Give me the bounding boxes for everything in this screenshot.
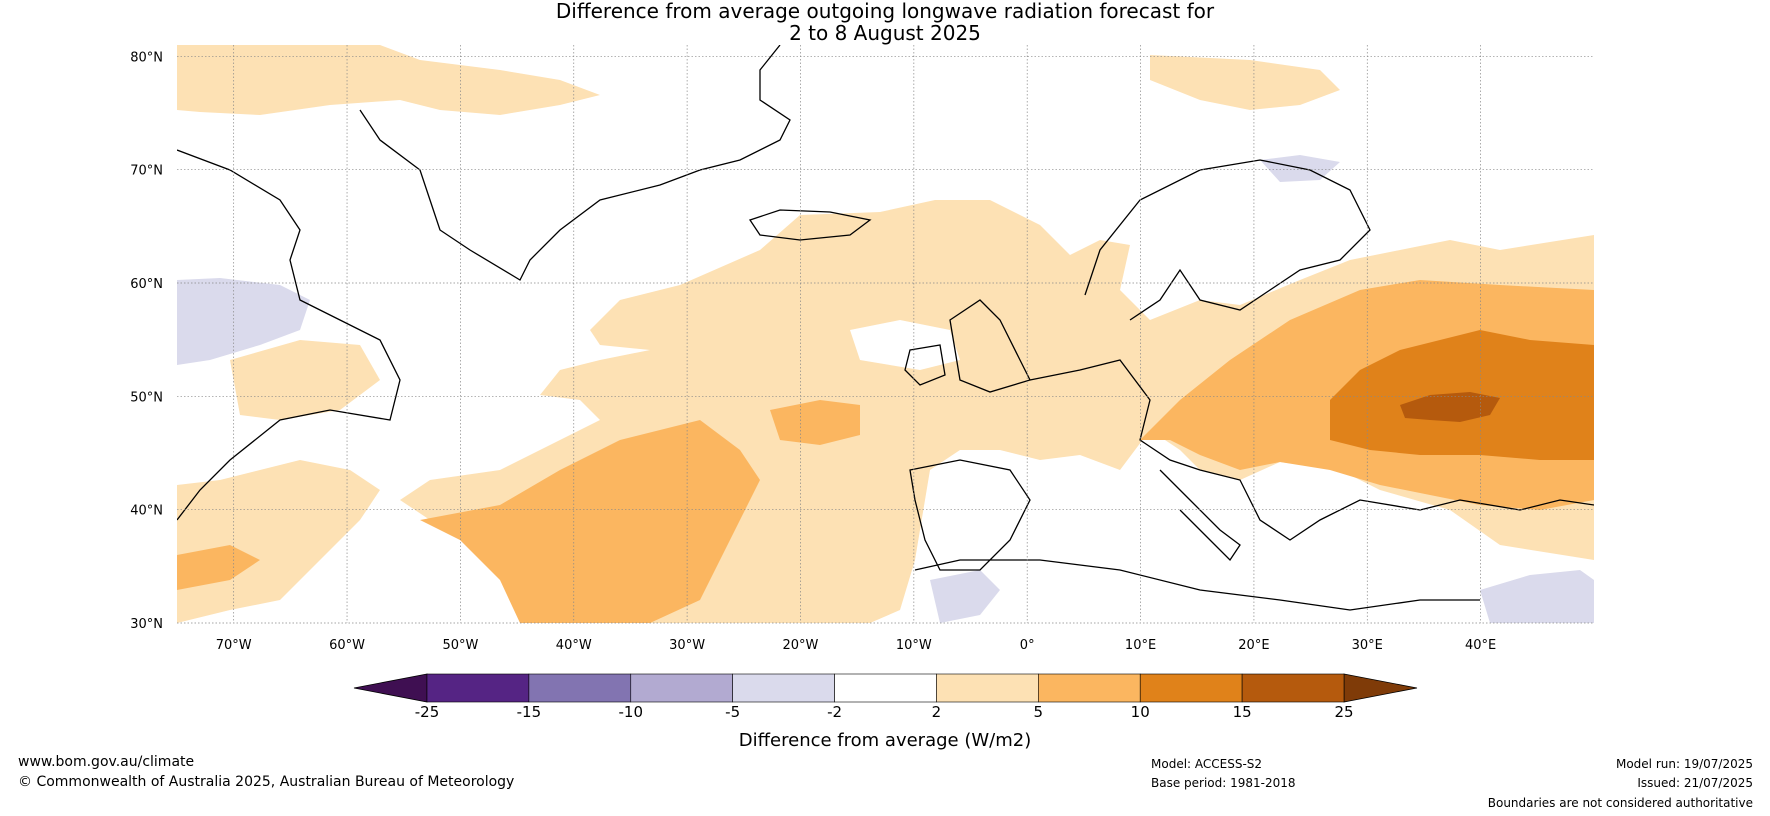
colorbar-extend-max	[1343, 673, 1418, 703]
colorbar-label: Difference from average (W/m2)	[739, 730, 1031, 751]
lon-tick-label: 10°W	[896, 638, 932, 653]
lon-tick-label: 20°E	[1238, 638, 1269, 653]
latitude-labels: 30°N 40°N 50°N 60°N 70°N 80°N	[130, 50, 163, 632]
lon-tick-label: 50°W	[442, 638, 478, 653]
map-title-line2: 2 to 8 August 2025	[789, 21, 981, 45]
anomaly-field	[177, 45, 1594, 623]
footer-issued: Issued: 21/07/2025	[1637, 776, 1753, 790]
anomaly-area-neg2to5-labrador	[177, 278, 310, 365]
lat-tick-label: 80°N	[130, 50, 163, 65]
anomaly-area-15to25	[1400, 392, 1500, 422]
coastline-iceland	[748, 209, 872, 241]
footer-copyright: © Commonwealth of Australia 2025, Austra…	[18, 774, 515, 790]
footer-url[interactable]: www.bom.gov.au/climate	[18, 754, 195, 770]
longitude-labels: 70°W 60°W 50°W 40°W 30°W 20°W 10°W 0° 10°E 20°E 30…	[216, 638, 1497, 653]
anomaly-area-neutral-atlantic	[850, 320, 960, 370]
coastline-italy	[1159, 469, 1241, 562]
colorbar	[353, 673, 1418, 703]
colorbar-segment	[834, 673, 937, 703]
anomaly-area-neg2to5-levant	[1480, 570, 1594, 623]
colorbar-segment	[936, 673, 1039, 703]
colorbar-tick-label: -15	[517, 703, 542, 721]
footer-base-period: Base period: 1981-2018	[1151, 776, 1296, 790]
coastline-greenland	[359, 45, 791, 281]
colorbar-tick-label: -5	[725, 703, 740, 721]
anomaly-area-2to5-north	[177, 45, 600, 115]
anomaly-area-2to5-labrador	[230, 340, 380, 420]
colorbar-tick-label: 15	[1233, 703, 1252, 721]
colorbar-tick-label: -10	[619, 703, 644, 721]
colorbar-segment	[1241, 673, 1345, 703]
coastline-iberia	[909, 459, 1031, 571]
colorbar-tick-label: -25	[415, 703, 440, 721]
lat-tick-label: 60°N	[130, 277, 163, 292]
colorbar-tick-label: 2	[932, 703, 942, 721]
anomaly-area-5to10-west	[177, 545, 260, 590]
coastline-scandinavia	[1084, 159, 1371, 321]
colorbar-segment	[426, 673, 530, 703]
footer-disclaimer: Boundaries are not considered authoritat…	[1487, 796, 1753, 810]
lon-tick-label: 20°W	[783, 638, 819, 653]
lon-tick-label: 30°W	[669, 638, 705, 653]
anomaly-area-neg2to5-africa	[930, 570, 1000, 623]
lat-tick-label: 40°N	[130, 504, 163, 519]
anomaly-area-5to10-midatlantic	[770, 400, 860, 445]
footer-model: Model: ACCESS-S2	[1151, 757, 1263, 771]
map-title-line1: Difference from average outgoing longwav…	[555, 0, 1215, 23]
lat-tick-label: 70°N	[130, 164, 163, 179]
colorbar-tick-label: -2	[827, 703, 842, 721]
colorbar-segment	[630, 673, 733, 703]
lon-tick-label: 10°E	[1125, 638, 1156, 653]
coastline-north-africa	[914, 559, 1480, 611]
anomaly-area-2to5-arctic	[1150, 55, 1340, 110]
coastlines	[177, 45, 1594, 611]
colorbar-segment	[1038, 673, 1141, 703]
colorbar-tick-label: 10	[1131, 703, 1150, 721]
lon-tick-label: 0°	[1020, 638, 1035, 653]
colorbar-segment	[732, 673, 835, 703]
colorbar-tick-label: 5	[1034, 703, 1044, 721]
coastline-north-america	[177, 149, 401, 521]
colorbar-segment	[1139, 673, 1243, 703]
lon-tick-label: 60°W	[329, 638, 365, 653]
graticule	[177, 45, 1594, 624]
lon-tick-label: 30°E	[1352, 638, 1383, 653]
lat-tick-label: 30°N	[130, 617, 163, 632]
colorbar-segment	[528, 673, 632, 703]
lon-tick-label: 40°E	[1465, 638, 1496, 653]
lon-tick-label: 70°W	[216, 638, 252, 653]
footer-model-run: Model run: 19/07/2025	[1615, 757, 1753, 771]
anomaly-area-5to10-atlantic	[420, 420, 760, 623]
coastline-ireland	[904, 344, 946, 386]
anomaly-area-2to5-west	[177, 460, 380, 623]
coastline-europe-south	[1029, 359, 1594, 541]
colorbar-tick-label: 25	[1334, 703, 1353, 721]
lon-tick-label: 40°W	[556, 638, 592, 653]
colorbar-tick-labels: -25 -15 -10 -5 -2 2 5 10 15 25	[415, 703, 1354, 721]
colorbar-extend-min	[353, 673, 428, 703]
lat-tick-label: 50°N	[130, 390, 163, 405]
